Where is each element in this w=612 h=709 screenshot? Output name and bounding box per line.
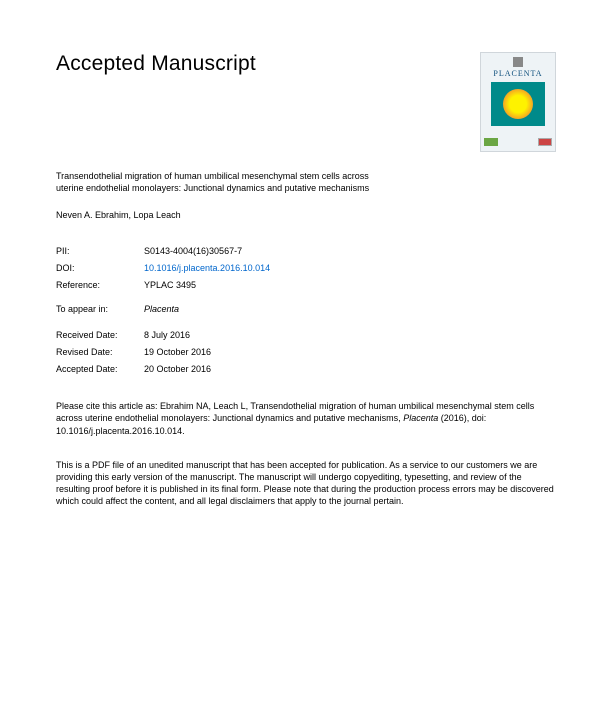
meta-row-reference: Reference: YPLAC 3495 xyxy=(56,280,556,290)
accepted-row: Accepted Date: 20 October 2016 xyxy=(56,364,556,374)
accepted-value: 20 October 2016 xyxy=(144,364,211,374)
to-appear-journal: Placenta xyxy=(144,304,179,314)
citation-journal: Placenta xyxy=(403,413,438,423)
article-title: Transendothelial migration of human umbi… xyxy=(56,170,396,194)
badge-left-icon xyxy=(484,138,498,146)
to-appear-label: To appear in: xyxy=(56,304,144,314)
revised-row: Revised Date: 19 October 2016 xyxy=(56,347,556,357)
publisher-logo-icon xyxy=(513,57,523,67)
received-value: 8 July 2016 xyxy=(144,330,190,340)
doi-label: DOI: xyxy=(56,263,144,273)
dates-table: Received Date: 8 July 2016 Revised Date:… xyxy=(56,330,556,374)
reference-value: YPLAC 3495 xyxy=(144,280,196,290)
pii-label: PII: xyxy=(56,246,144,256)
cover-graphic xyxy=(491,82,545,126)
journal-cover-thumbnail: PLACENTA xyxy=(480,52,556,152)
reference-label: Reference: xyxy=(56,280,144,290)
doi-link[interactable]: 10.1016/j.placenta.2016.10.014 xyxy=(144,263,270,273)
cover-footer xyxy=(484,137,552,147)
revised-label: Revised Date: xyxy=(56,347,144,357)
cover-illustration-icon xyxy=(503,89,533,119)
header-row: Accepted Manuscript PLACENTA xyxy=(56,52,556,152)
badge-right-icon xyxy=(538,138,552,146)
meta-row-pii: PII: S0143-4004(16)30567-7 xyxy=(56,246,556,256)
revised-value: 19 October 2016 xyxy=(144,347,211,357)
pii-value: S0143-4004(16)30567-7 xyxy=(144,246,242,256)
accepted-label: Accepted Date: xyxy=(56,364,144,374)
metadata-table: PII: S0143-4004(16)30567-7 DOI: 10.1016/… xyxy=(56,246,556,290)
page-title: Accepted Manuscript xyxy=(56,52,256,76)
authors: Neven A. Ebrahim, Lopa Leach xyxy=(56,210,556,220)
meta-row-doi: DOI: 10.1016/j.placenta.2016.10.014 xyxy=(56,263,556,273)
citation-block: Please cite this article as: Ebrahim NA,… xyxy=(56,400,556,436)
journal-name: PLACENTA xyxy=(493,69,542,78)
received-label: Received Date: xyxy=(56,330,144,340)
disclaimer-text: This is a PDF file of an unedited manusc… xyxy=(56,459,556,508)
to-appear-row: To appear in: Placenta xyxy=(56,304,556,314)
received-row: Received Date: 8 July 2016 xyxy=(56,330,556,340)
